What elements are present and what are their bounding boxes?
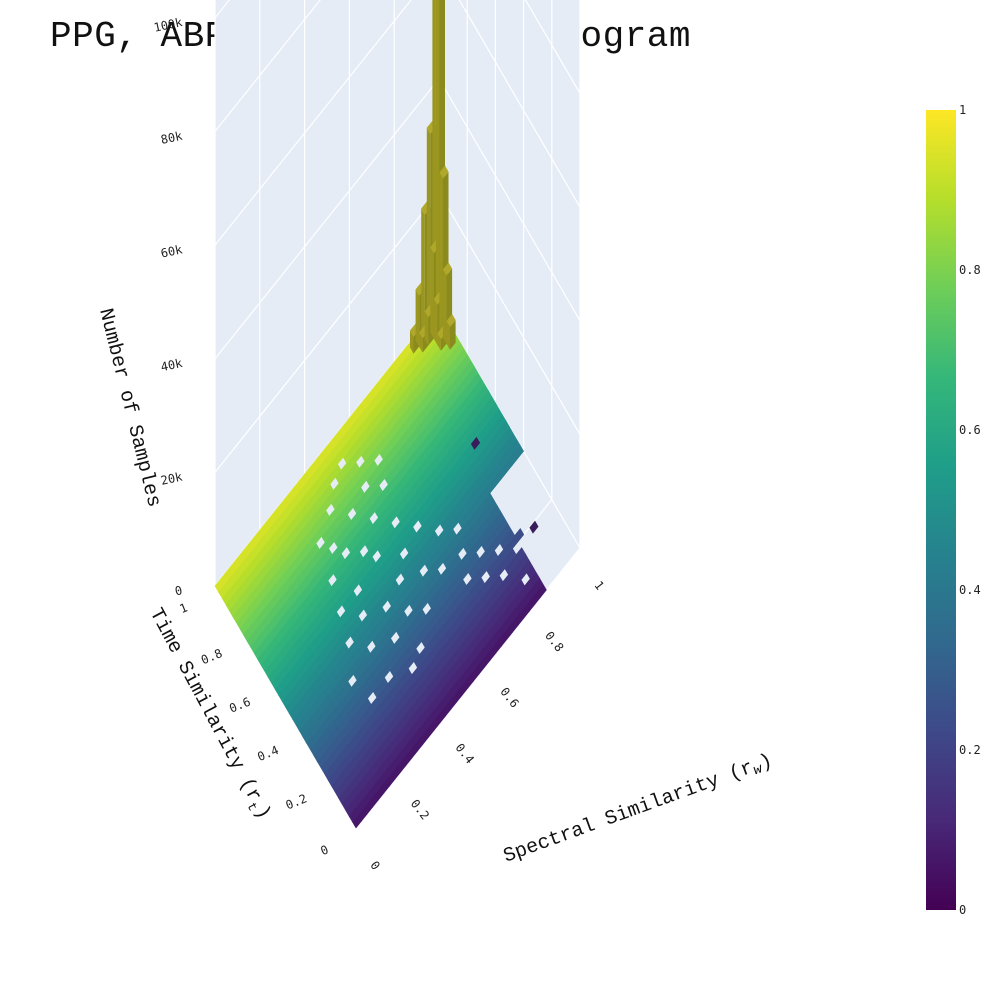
bar-top-face xyxy=(439,165,449,179)
histogram-peak-bars xyxy=(410,0,456,354)
y-tick-label: 0.2 xyxy=(284,791,309,812)
floor-cell xyxy=(470,436,481,450)
x-tick-label: 0.4 xyxy=(453,741,477,767)
bar-left-face xyxy=(421,208,425,340)
y-tick-label: 1 xyxy=(178,600,190,616)
bar-left-face xyxy=(433,298,438,345)
y-tick-label: 0 xyxy=(319,842,331,858)
gridline xyxy=(438,78,581,322)
colorbar-tick-label: 0.4 xyxy=(959,583,981,597)
colorbar-tick-label: 0.6 xyxy=(959,423,981,437)
x-tick-label: 0.2 xyxy=(408,797,432,823)
floor-cell xyxy=(515,547,526,562)
bar-left-face xyxy=(426,127,431,333)
gridline xyxy=(458,0,581,208)
z-tick-label: 80k xyxy=(159,129,184,147)
z-axis-title: Number of Samples xyxy=(93,306,165,510)
bar-left-face xyxy=(419,332,423,353)
bar-left-face xyxy=(437,333,441,351)
gridline xyxy=(438,192,581,435)
x-tick-label: 1 xyxy=(591,578,606,592)
colorbar-tick-label: 1 xyxy=(959,103,966,117)
colorbar-tick-label: 0.2 xyxy=(959,743,981,757)
colorbar: 0 0.2 0.4 0.6 0.8 1 xyxy=(926,103,981,917)
floor-cell xyxy=(529,520,539,534)
back-wall-pane xyxy=(215,0,439,586)
z-tick-label: 60k xyxy=(159,242,184,260)
colorbar-tick-label: 0.8 xyxy=(959,263,981,277)
bar-left-face xyxy=(424,311,429,346)
histogram-floor-surface xyxy=(214,305,547,829)
bar-left-face xyxy=(430,247,434,339)
gridline xyxy=(214,0,321,132)
y-tick-label: 0.8 xyxy=(199,646,224,667)
bar-left-face xyxy=(435,0,440,332)
bar-left-face xyxy=(415,289,420,347)
bar-left-face xyxy=(446,321,450,350)
z-tick-label: 0 xyxy=(174,583,184,598)
x-tick-label: 0.6 xyxy=(497,685,521,711)
colorbar-tick-label: 0 xyxy=(959,903,966,917)
x-axis-title: Spectral Similarity (rw) xyxy=(501,750,777,870)
gridline xyxy=(214,0,412,246)
gridline xyxy=(214,191,440,473)
gridline xyxy=(524,0,581,94)
gridline xyxy=(214,78,440,360)
z-tick-label: 100k xyxy=(152,15,184,35)
z-tick-label: 40k xyxy=(159,356,184,374)
bar-top-face xyxy=(446,314,456,327)
y-tick-label: 0.6 xyxy=(227,695,252,716)
z-tick-label: 20k xyxy=(159,469,184,487)
bar-top-face xyxy=(442,262,453,276)
bar-left-face xyxy=(410,330,414,354)
y-tick-label: 0.4 xyxy=(255,743,280,764)
x-tick-label: 0 xyxy=(367,858,382,872)
bar-front-face xyxy=(450,320,456,350)
bar-left-face xyxy=(442,269,447,344)
floor-cell xyxy=(514,527,525,543)
colorbar-gradient xyxy=(926,110,956,910)
x-tick-label: 0.8 xyxy=(542,629,566,655)
side-wall-pane xyxy=(439,0,580,548)
bar-left-face xyxy=(439,172,443,338)
histogram-bar xyxy=(446,314,456,350)
